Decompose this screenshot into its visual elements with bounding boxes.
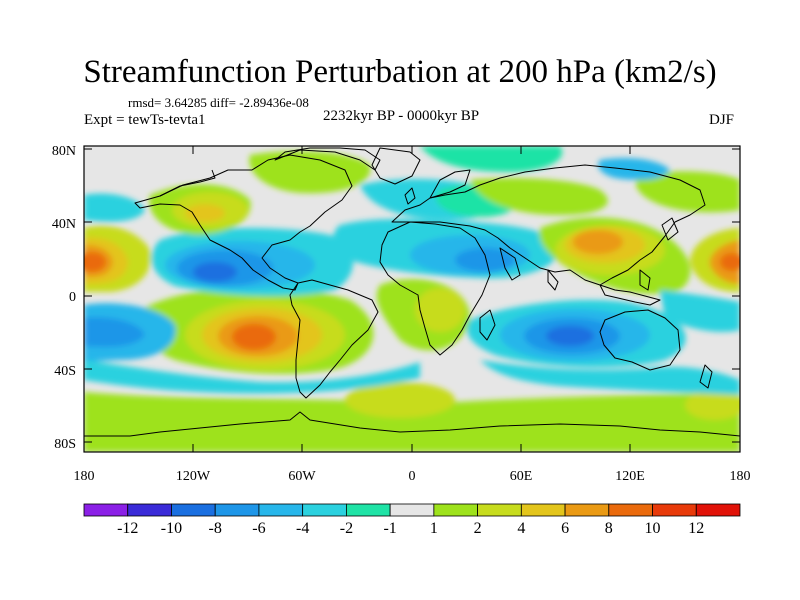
colorbar — [83, 503, 741, 517]
colorbar-label: 6 — [561, 520, 569, 537]
colorbar-label: -2 — [340, 520, 353, 537]
colorbar-label: -8 — [209, 520, 222, 537]
lon-tick-180e: 180 — [730, 469, 751, 484]
colorbar-swatch — [477, 503, 522, 517]
lon-tick-60w: 60W — [288, 469, 316, 484]
lon-tick-120w: 120W — [176, 469, 211, 484]
streamfunction-field — [84, 146, 740, 452]
lon-tick-120e: 120E — [615, 469, 645, 484]
colorbar-swatch — [258, 503, 304, 517]
colorbar-swatch — [433, 503, 479, 517]
lat-tick-40s: 40S — [54, 364, 76, 379]
latitude-axis — [84, 148, 740, 443]
stats-label: rmsd= 3.64285 diff= -2.89436e-08 — [128, 95, 309, 110]
lon-tick-60e: 60E — [510, 469, 533, 484]
colorbar-swatch — [608, 503, 653, 517]
colorbar-swatch — [389, 503, 435, 517]
colorbar-swatch — [345, 503, 391, 517]
lat-tick-80n: 80N — [52, 144, 76, 159]
colorbar-label: 4 — [517, 520, 525, 537]
colorbar-swatch — [652, 503, 697, 517]
period-label: 2232kyr BP - 0000kyr BP — [323, 108, 480, 124]
colorbar-swatch — [520, 503, 566, 517]
colorbar-swatch — [214, 503, 260, 517]
season-label: DJF — [709, 112, 735, 128]
colorbar-swatch — [127, 503, 172, 517]
colorbar-label: 2 — [474, 520, 482, 537]
lon-tick-0: 0 — [409, 469, 416, 484]
colorbar-label: 12 — [688, 520, 704, 537]
map-title: Streamfunction Perturbation at 200 hPa (… — [83, 54, 717, 90]
experiment-label: Expt = tewTs-tevta1 — [84, 112, 206, 128]
lat-tick-40n: 40N — [52, 217, 76, 232]
colorbar-swatch — [302, 503, 347, 517]
colorbar-label: -10 — [161, 520, 182, 537]
colorbar-swatch — [564, 503, 610, 517]
colorbar-labels: -12 -10 -8 -6 -4 -2 -1 1 2 4 6 8 10 12 — [117, 520, 704, 537]
colorbar-swatch — [695, 503, 741, 517]
colorbar-label: -12 — [117, 520, 138, 537]
lat-tick-0: 0 — [69, 290, 76, 305]
lat-tick-80s: 80S — [54, 437, 76, 452]
longitude-axis — [83, 146, 741, 452]
colorbar-label: 10 — [645, 520, 661, 537]
lon-tick-180w: 180 — [74, 469, 95, 484]
colorbar-label: -1 — [383, 520, 396, 537]
coastlines — [84, 147, 740, 437]
colorbar-label: 1 — [430, 520, 438, 537]
colorbar-swatch — [83, 503, 129, 517]
colorbar-swatch — [171, 503, 216, 517]
colorbar-label: -6 — [252, 520, 265, 537]
colorbar-label: -4 — [296, 520, 309, 537]
colorbar-label: 8 — [605, 520, 613, 537]
